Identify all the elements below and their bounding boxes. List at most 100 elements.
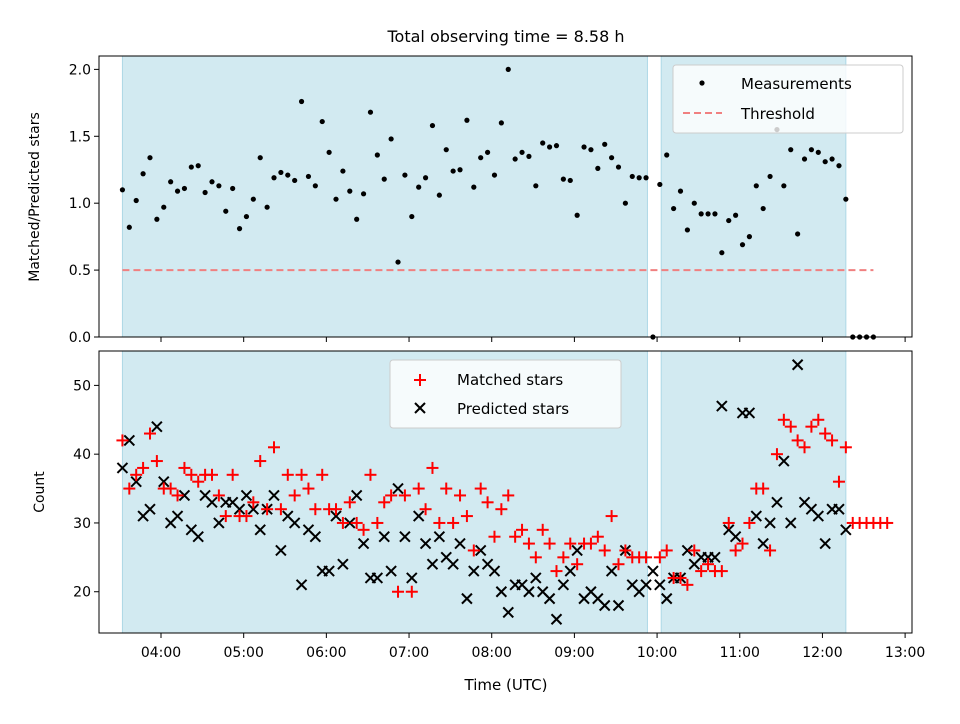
ratio-legend: Measurements Threshold [672, 64, 904, 134]
measurement-point [292, 177, 298, 184]
measurement-point [319, 118, 325, 125]
matched-star-point [764, 544, 777, 557]
x-tick-label: 13:00 [885, 645, 925, 661]
y-tick-label: 30 [73, 516, 91, 532]
predicted-star-point [530, 572, 542, 584]
predicted-marker-stroke [440, 551, 452, 564]
predicted-star-point [337, 558, 349, 570]
measurement-point [257, 155, 263, 161]
predicted-star-point [654, 579, 666, 591]
predicted-star-point [468, 565, 480, 577]
predicted-marker-stroke [213, 517, 225, 529]
measurement-point [739, 242, 746, 248]
predicted-star-point [426, 558, 439, 570]
matched-star-point [557, 551, 570, 564]
matched-star-point [550, 565, 563, 578]
matched-star-point [571, 558, 584, 571]
measurement-point [305, 173, 312, 180]
measurement-point [347, 188, 353, 194]
predicted-marker-stroke [357, 537, 370, 550]
x-tick-label: 05:00 [224, 645, 264, 661]
predicted-star-point [350, 489, 363, 502]
measurement-point [285, 172, 291, 178]
predicted-marker-stroke [778, 455, 790, 467]
predicted-marker-stroke [206, 496, 218, 509]
ratio-x-ticks [160, 337, 906, 342]
predicted-marker-stroke [488, 565, 501, 577]
measurement-point [622, 200, 628, 206]
matched-star-point [729, 544, 742, 557]
measurement-point [471, 184, 477, 190]
predicted-star-point [123, 434, 136, 447]
predicted-marker-stroke [523, 586, 535, 598]
ratio-axes-frame [98, 55, 913, 338]
predicted-marker-stroke [557, 579, 570, 591]
predicted-marker-stroke [412, 510, 425, 522]
predicted-marker-stroke [309, 531, 322, 543]
predicted-star-point [833, 503, 845, 515]
measurement-point [195, 163, 201, 169]
x-tick-label: 07:00 [389, 645, 429, 661]
predicted-marker-stroke [750, 510, 762, 522]
measurement-point [126, 224, 132, 230]
measurement-point [119, 187, 126, 193]
x-axis-label: Time (UTC) [464, 676, 548, 694]
predicted-star-point [412, 510, 425, 522]
predicted-legend-marker [414, 402, 426, 414]
measurement-point [360, 191, 367, 197]
x-tick-label: 11:00 [720, 645, 760, 661]
matched-star-point [247, 496, 260, 509]
measurement-point [636, 175, 642, 181]
measurement-point [526, 153, 532, 159]
predicted-marker-stroke [116, 462, 129, 474]
predicted-star-point [323, 565, 335, 577]
predicted-star-point [612, 599, 625, 612]
measurement-point [512, 156, 518, 162]
y-tick-label: 2.0 [69, 62, 91, 78]
x-tick-label: 10:00 [637, 645, 677, 661]
measurement-point [388, 136, 394, 142]
measurement-point [216, 183, 222, 189]
predicted-star-point [550, 613, 563, 625]
predicted-star-point [461, 592, 473, 605]
measurement-point [381, 176, 387, 182]
predicted-marker-stroke [461, 592, 473, 605]
measurement-point [174, 188, 181, 194]
predicted-star-point [488, 565, 501, 577]
measurement-point [581, 144, 587, 150]
ratio-y-ticks: 0.0 0.5 1.0 1.5 2.0 [69, 62, 99, 346]
predicted-star-point [144, 503, 156, 515]
matched-star-point [261, 503, 274, 516]
predicted-marker-stroke [530, 572, 542, 584]
measurement-point [788, 147, 794, 153]
predicted-marker-stroke [385, 565, 397, 577]
measurement-point [312, 183, 318, 189]
predicted-marker-stroke [812, 510, 825, 522]
predicted-marker-stroke [791, 359, 804, 371]
measurement-point [843, 196, 849, 202]
measurement-point [553, 143, 560, 149]
measurement-point [484, 149, 491, 155]
matched-star-point [702, 558, 715, 571]
y-tick-label: 1.5 [69, 129, 91, 145]
predicted-star-point [295, 579, 308, 591]
predicted-marker-stroke [468, 565, 480, 577]
measurement-point [829, 156, 835, 162]
predicted-marker-stroke [406, 572, 418, 584]
matched-star-point [481, 496, 494, 509]
ratio-panel: 0.00.51.01.52.0 Matched/Predicted stars … [27, 55, 913, 346]
matched-star-point [295, 468, 308, 481]
predicted-star-point [750, 510, 762, 522]
measurement-point [609, 155, 615, 161]
predicted-star-point [240, 489, 253, 502]
count-panel: 20 30 40 50 04:00 05:00 06:00 07:00 08:00 09:00 1… [32, 350, 925, 694]
predicted-marker-stroke [743, 407, 756, 419]
predicted-marker-stroke [330, 510, 342, 522]
measurement-point [629, 173, 635, 180]
matched-star-point [805, 420, 818, 433]
measurement-legend-label: Measurements [741, 75, 852, 93]
measurement-point [808, 147, 815, 153]
matched-star-point [516, 523, 529, 536]
measurement-point [677, 188, 684, 194]
